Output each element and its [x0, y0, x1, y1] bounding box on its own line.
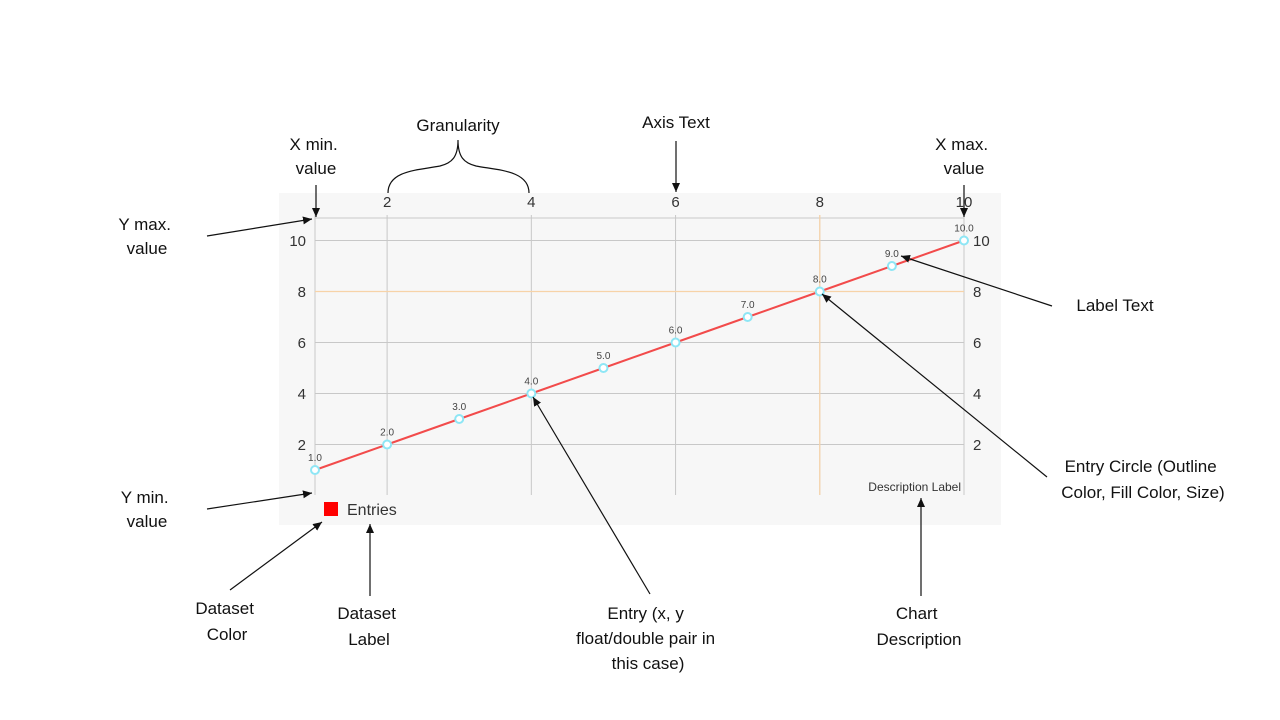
entry-circle [526, 388, 537, 399]
value-label: 10.0 [954, 224, 974, 235]
annotations: Granularity Axis Text X min. value X max… [118, 113, 1224, 673]
value-label: 2.0 [380, 428, 394, 439]
entry-circle [670, 337, 681, 348]
y-min-annotation: Y min. value [121, 488, 174, 531]
y-tick-label-right: 4 [973, 386, 981, 403]
label-text-arrow [900, 255, 1053, 307]
limit-lines [315, 215, 964, 495]
x-tick-label: 6 [671, 194, 679, 211]
value-label: 3.0 [452, 402, 466, 413]
entry-circle [382, 439, 393, 450]
entry-circle [310, 465, 320, 475]
entry-annotation: Entry (x, y float/double pair in this ca… [576, 604, 720, 673]
chart-description-annotation: Chart Description [876, 604, 961, 649]
legend-color-swatch [324, 502, 338, 516]
x-tick-label: 4 [527, 194, 535, 211]
dataset-color-arrow [229, 521, 323, 591]
dataset-label-annotation: Dataset Label [337, 604, 400, 649]
axis-text-annotation: Axis Text [642, 113, 710, 132]
y-max-annotation: Y max. value [118, 215, 175, 258]
value-label: 8.0 [813, 275, 827, 286]
y-tick-label-right: 2 [973, 437, 981, 454]
x-tick-label: 8 [816, 194, 824, 211]
line-chart: 1.0 2.0 3.0 4.0 5.0 6.0 7.0 8.0 9.0 10.0 2 4 6 8 10 2 2… [279, 193, 1001, 525]
entry-circle [454, 414, 465, 424]
legend-label: Entries [347, 502, 397, 519]
y-tick-label-left: 8 [298, 284, 306, 301]
value-label: 6.0 [669, 326, 683, 337]
value-label: 1.0 [308, 453, 322, 464]
chart-background [279, 193, 1001, 525]
y-tick-label-right: 6 [973, 335, 981, 352]
x-min-annotation: X min. value [290, 135, 343, 178]
x-tick-label: 2 [383, 194, 391, 211]
series-layer: 1.0 2.0 3.0 4.0 5.0 6.0 7.0 8.0 9.0 10.0 [308, 224, 974, 475]
value-label: 5.0 [596, 351, 610, 362]
y-tick-label-left: 6 [298, 335, 306, 352]
granularity-annotation: Granularity [416, 116, 500, 135]
y-tick-label-left: 10 [289, 233, 306, 250]
entry-circle [814, 286, 825, 297]
value-label: 7.0 [741, 300, 755, 311]
entry-circle [959, 235, 969, 246]
y-tick-label-right: 8 [973, 284, 981, 301]
y-tick-label-right: 10 [973, 233, 990, 250]
series-line [314, 239, 965, 471]
entry-arrow [532, 396, 651, 595]
entry-circle-arrow [821, 293, 1048, 478]
entry-circle [742, 312, 753, 322]
entry-circle [886, 261, 897, 271]
y-min-arrow [206, 490, 313, 510]
axis-ticks: 2 4 6 8 102 24 46 68 810 10 [289, 194, 989, 454]
dataset-color-annotation: Dataset Color [195, 599, 258, 644]
y-max-arrow [206, 216, 313, 237]
label-text-annotation: Label Text [1076, 296, 1153, 315]
chart-description: Description Label [868, 480, 961, 494]
value-label: 4.0 [524, 377, 538, 388]
legend: Entries [324, 502, 397, 519]
y-tick-label-left: 4 [298, 386, 306, 403]
value-label: 9.0 [885, 249, 899, 260]
entry-circle [598, 363, 609, 373]
granularity-brace [387, 139, 530, 194]
y-tick-label-left: 2 [298, 437, 306, 454]
x-max-annotation: X max. value [935, 135, 993, 178]
entry-circle-annotation: Entry Circle (Outline Color, Fill Color,… [1061, 457, 1224, 502]
